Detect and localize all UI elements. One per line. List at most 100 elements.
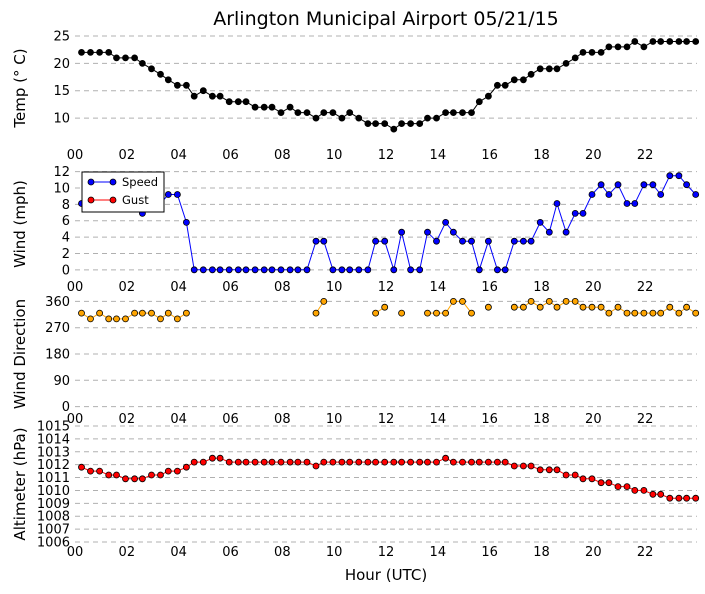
legend-box [81, 171, 165, 213]
temp-temp-point [468, 109, 475, 116]
altimeter-altimeter-point [234, 458, 242, 466]
wind-speed-point [562, 228, 570, 236]
altimeter-altimeter-point [520, 462, 527, 470]
altimeter-altimeter-point [527, 462, 535, 470]
altimeter-altimeter-point [416, 458, 424, 466]
direction-direction-point [614, 303, 622, 311]
wind-speed-point [640, 181, 648, 189]
altimeter-altimeter-point [338, 458, 346, 466]
direction-direction-point [113, 315, 120, 323]
direction-direction-point [138, 309, 146, 317]
temp-temp-point [579, 49, 587, 56]
temp-temp-point [692, 38, 700, 45]
temp-temp-point [364, 120, 372, 127]
direction-direction-point [640, 309, 648, 317]
altimeter-altimeter-point [510, 462, 518, 470]
wind-speed-point [449, 228, 457, 236]
wind-speed-point [286, 266, 294, 274]
wind-speed-point [433, 237, 440, 245]
altimeter-altimeter-point [666, 494, 674, 502]
temp-temp-point [666, 38, 674, 45]
temp-temp-point [346, 109, 354, 116]
direction-ylabel: Wind Direction [11, 299, 29, 409]
wind-speed-point [208, 266, 216, 274]
direction-xtick-label: 06 [222, 412, 239, 427]
temp-xtick-label: 18 [533, 148, 550, 163]
temp-temp-point [442, 109, 450, 116]
altimeter-altimeter-point [208, 454, 216, 462]
wind-xtick-label: 18 [533, 280, 550, 295]
direction-direction-point [424, 309, 431, 317]
altimeter-altimeter-point [605, 479, 613, 487]
wind-speed-point [675, 172, 683, 180]
temp-temp-point [190, 92, 198, 100]
wind-speed-point [545, 228, 553, 236]
wind-speed-point [468, 237, 475, 245]
temp-temp-point [138, 60, 146, 67]
altimeter-altimeter-point [286, 458, 294, 466]
altimeter-altimeter-point [164, 467, 172, 475]
direction-direction-point [553, 303, 561, 311]
temp-temp-point [527, 70, 535, 78]
wind-xtick-label: 20 [585, 280, 602, 295]
altimeter-altimeter-point [536, 466, 544, 474]
wind-speed-point [182, 218, 190, 226]
wind-xtick-label: 00 [67, 280, 84, 295]
direction-direction-point [182, 309, 190, 317]
wind-ytick-label: 10 [53, 182, 70, 197]
temp-temp-point [520, 76, 527, 84]
wind-speed-point [164, 191, 172, 198]
temp-temp-point [173, 81, 181, 89]
temp-temp-point [312, 114, 320, 122]
direction-direction-point [527, 297, 535, 305]
wind-speed-point [381, 237, 389, 245]
wind-speed-point [416, 266, 424, 274]
altimeter-altimeter-point [105, 471, 113, 479]
temp-xtick-label: 00 [67, 148, 84, 163]
altimeter-ytick-label: 1014 [37, 432, 70, 447]
altimeter-altimeter-point [493, 458, 501, 466]
altimeter-altimeter-point [649, 490, 657, 498]
wind-speed-point [527, 237, 535, 245]
altimeter-altimeter-point [657, 490, 665, 498]
temp-temp-point [475, 98, 483, 106]
altimeter-altimeter-point [260, 458, 268, 466]
altimeter-xtick-label: 04 [170, 545, 187, 560]
direction-ytick-label: 180 [45, 348, 70, 363]
temp-ylabel: Temp (° C) [11, 48, 29, 128]
wind-speed-point [407, 266, 415, 274]
altimeter-altimeter-point [433, 458, 440, 466]
direction-xtick-label: 00 [67, 412, 84, 427]
temp-temp-point [303, 109, 311, 116]
altimeter-ytick-label: 1006 [37, 536, 70, 551]
direction-direction-point [449, 297, 457, 305]
temp-temp-point [234, 98, 242, 106]
altimeter-xtick-label: 16 [481, 545, 498, 560]
altimeter-ytick-label: 1011 [37, 471, 70, 486]
direction-direction-point [157, 315, 164, 323]
direction-direction-point [545, 297, 553, 305]
temp-temp-point [268, 103, 276, 111]
altimeter-altimeter-point [268, 458, 276, 466]
legend-marker-speed [87, 178, 95, 186]
direction-direction-point [631, 309, 639, 317]
direction-direction-point [87, 315, 94, 323]
temp-temp-point [398, 120, 406, 127]
temp-temp-point [683, 38, 690, 45]
altimeter-altimeter-point [553, 466, 561, 474]
wind-speed-point [536, 218, 544, 226]
wind-speed-point [484, 237, 492, 245]
altimeter-altimeter-point [138, 475, 146, 483]
temp-temp-point [277, 109, 285, 116]
wind-speed-point [459, 237, 466, 245]
direction-ytick-label: 0 [62, 400, 70, 415]
wind-speed-point [338, 266, 346, 274]
altimeter-altimeter-point [96, 467, 103, 475]
direction-xtick-label: 20 [585, 412, 602, 427]
direction-direction-point [320, 297, 328, 305]
temp-xtick-label: 04 [170, 148, 187, 163]
altimeter-altimeter-point [623, 483, 631, 491]
direction-xtick-label: 18 [533, 412, 550, 427]
direction-direction-point [148, 309, 155, 317]
